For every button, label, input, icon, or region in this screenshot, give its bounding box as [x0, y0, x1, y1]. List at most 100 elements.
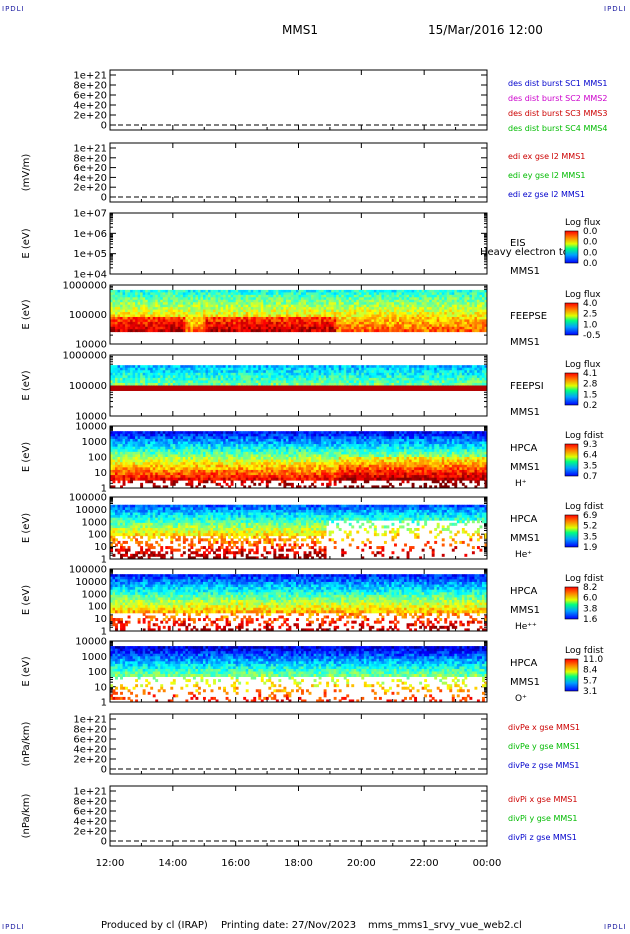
spectrogram-cell — [255, 375, 259, 379]
spectrogram-cell — [341, 312, 345, 315]
spectrogram-cell — [434, 372, 438, 376]
spectrogram-cell — [132, 464, 136, 468]
spectrogram-cell — [117, 467, 121, 471]
spectrogram-cell — [411, 375, 415, 379]
spectrogram-cell — [371, 385, 375, 389]
spectrogram-cell — [122, 312, 126, 315]
spectrogram-cell — [361, 292, 365, 296]
spectrogram-cell — [120, 319, 123, 323]
spectrogram-cell — [464, 388, 468, 391]
spectrogram-cell — [122, 307, 126, 310]
spectrogram-cell — [434, 377, 438, 381]
spectrogram-cell — [210, 316, 214, 320]
spectrogram-cell — [363, 382, 367, 386]
spectrogram-cell — [313, 372, 317, 376]
spectrogram-cell — [421, 385, 425, 389]
spectrogram-cell — [381, 321, 385, 325]
spectrogram-cell — [383, 314, 387, 318]
spectrogram-cell — [481, 382, 485, 386]
spectrogram-cell — [451, 326, 455, 330]
spectrogram-cell — [162, 309, 166, 313]
spectrogram-cell — [469, 307, 473, 310]
spectrogram-cell — [454, 372, 458, 376]
spectrogram-cell — [459, 365, 463, 369]
spectrogram-cell — [318, 314, 322, 318]
spectrogram-cell — [245, 314, 249, 318]
spectrogram-cell — [399, 375, 402, 379]
spectrogram-cell — [306, 377, 309, 381]
spectrogram-cell — [125, 475, 128, 479]
spectrogram-cell — [218, 388, 221, 391]
spectrogram-cell — [419, 294, 423, 298]
spectrogram-cell — [202, 302, 206, 306]
spectrogram-cell — [361, 385, 365, 389]
spectrogram-cell — [140, 316, 144, 320]
spectrogram-cell — [404, 365, 407, 369]
spectrogram-cell — [306, 326, 309, 330]
spectrogram-cell — [110, 304, 113, 308]
spectrogram-cell — [213, 292, 216, 296]
spectrogram-cell — [170, 459, 174, 463]
y-tick-label: 8e+20 — [73, 153, 107, 164]
spectrogram-cell — [172, 431, 176, 435]
spectrogram-cell — [336, 302, 340, 306]
spectrogram-cell — [185, 367, 189, 371]
spectrogram-cell — [416, 309, 420, 313]
spectrogram-cell — [172, 367, 176, 371]
spectrogram-cell — [135, 382, 139, 386]
spectrogram-cell — [341, 302, 345, 306]
spectrogram-cell — [145, 312, 149, 315]
spectrogram-cell — [396, 319, 400, 323]
spectrogram-cell — [421, 367, 425, 371]
spectrogram-cell — [225, 380, 229, 384]
spectrogram-cell — [295, 388, 299, 391]
spectrogram-cell — [140, 431, 144, 435]
spectrogram-cell — [213, 329, 216, 333]
spectrogram-cell — [137, 326, 141, 330]
spectrogram-cell — [381, 380, 385, 384]
spectrogram-cell — [444, 326, 448, 330]
spectrogram-cell — [306, 365, 309, 369]
spectrogram-cell — [288, 382, 292, 386]
spectrogram-cell — [363, 302, 367, 306]
spectrogram-cell — [137, 304, 141, 308]
spectrogram-cell — [275, 367, 279, 371]
spectrogram-cell — [162, 438, 166, 442]
spectrogram-cell — [288, 326, 292, 330]
spectrogram-cell — [117, 321, 121, 325]
spectrogram-cell — [202, 365, 206, 369]
spectrogram-cell — [162, 441, 166, 445]
spectrogram-cell — [356, 329, 360, 333]
spectrogram-cell — [192, 297, 196, 301]
spectrogram-cell — [135, 459, 139, 463]
spectrogram-cell — [343, 367, 347, 371]
spectrogram-cell — [416, 321, 420, 325]
spectrogram-cell — [170, 433, 174, 437]
spectrogram-cell — [439, 324, 443, 328]
spectrogram-cell — [456, 377, 460, 381]
spectrogram-cell — [182, 388, 186, 391]
spectrogram-cell — [404, 321, 407, 325]
spectrogram-cell — [388, 289, 392, 293]
spectrogram-cell — [263, 382, 267, 386]
spectrogram-cell — [446, 304, 450, 308]
spectrogram-cell — [125, 316, 128, 320]
spectrogram-cell — [434, 316, 438, 320]
spectrogram-cell — [112, 462, 116, 466]
spectrogram-cell — [461, 294, 465, 298]
spectrogram-cell — [409, 365, 412, 369]
spectrogram-cell — [225, 329, 229, 333]
spectrogram-cell — [152, 454, 156, 458]
spectrogram-cell — [464, 370, 468, 374]
spectrogram-cell — [441, 375, 445, 379]
spectrogram-cell — [311, 289, 314, 293]
spectrogram-cell — [215, 385, 219, 389]
spectrogram-cell — [336, 314, 340, 318]
spectrogram-cell — [273, 316, 277, 320]
spectrogram-cell — [338, 367, 342, 371]
spectrogram-cell — [328, 370, 332, 374]
spectrogram-cell — [406, 324, 410, 328]
spectrogram-cell — [343, 312, 347, 315]
spectrogram-cell — [306, 294, 309, 298]
spectrogram-cell — [464, 365, 468, 369]
